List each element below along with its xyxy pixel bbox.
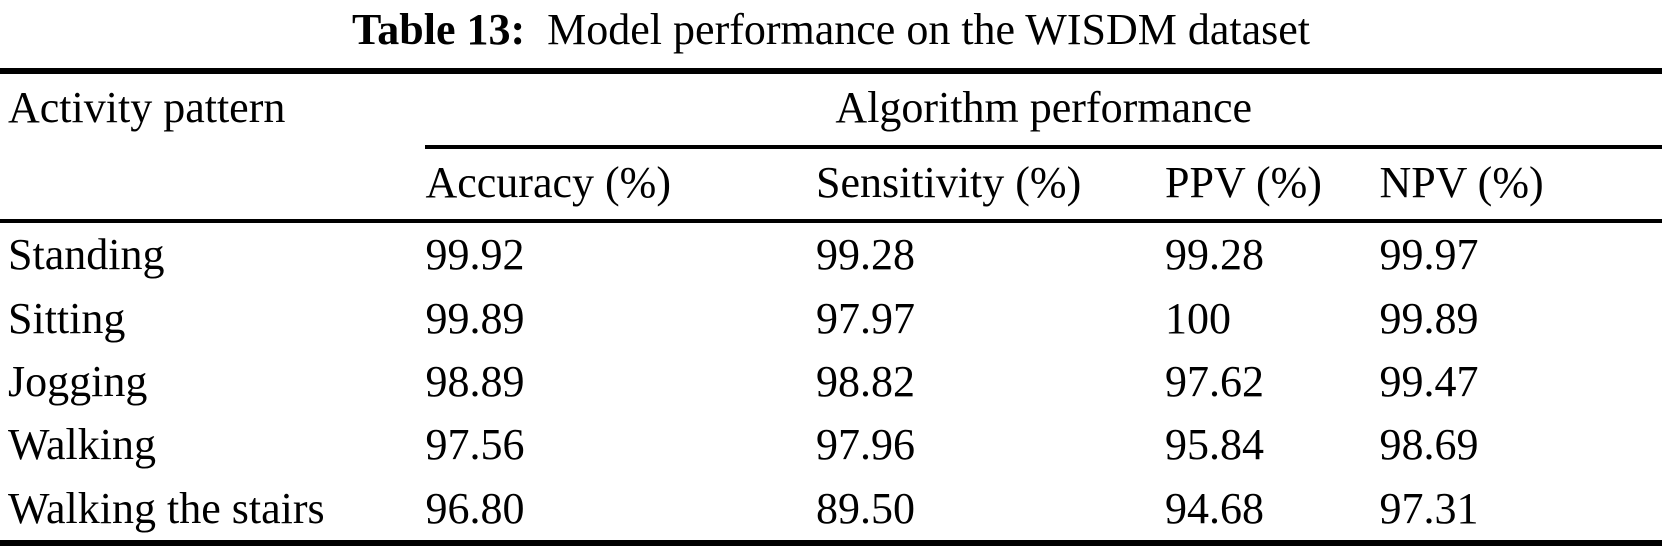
performance-table: Activity pattern Algorithm performance A… xyxy=(0,68,1662,547)
header-row-group: Activity pattern Algorithm performance xyxy=(0,71,1662,224)
sensitivity-value: 99.28 xyxy=(816,230,916,280)
activity-label: Jogging xyxy=(8,356,148,406)
npv-value: 99.89 xyxy=(1379,293,1479,343)
column-header-npv: NPV (%) xyxy=(1379,146,1662,224)
column-header-accuracy: Accuracy (%) xyxy=(425,146,817,224)
sensitivity-value: 97.96 xyxy=(816,420,916,470)
npv-value: 97.31 xyxy=(1379,483,1479,533)
sensitivity-value: 98.82 xyxy=(816,356,916,406)
ppv-value: 97.62 xyxy=(1165,356,1265,406)
accuracy-value: 96.80 xyxy=(425,483,525,533)
accuracy-value: 99.92 xyxy=(425,230,525,280)
table-row: Jogging 98.89 98.82 97.62 99.47 xyxy=(0,350,1662,413)
column-header-sensitivity: Sensitivity (%) xyxy=(816,146,1166,224)
table-row: Walking the stairs 96.80 89.50 94.68 97.… xyxy=(0,477,1662,543)
table-row: Sitting 99.89 97.97 100 99.89 xyxy=(0,287,1662,350)
ppv-value: 95.84 xyxy=(1165,420,1265,470)
table-caption-label: Table 13: xyxy=(351,5,526,54)
accuracy-value: 97.56 xyxy=(425,420,525,470)
ppv-value: 99.28 xyxy=(1165,230,1265,280)
sensitivity-value: 89.50 xyxy=(816,483,916,533)
activity-label: Standing xyxy=(8,230,165,280)
activity-label: Sitting xyxy=(8,293,126,343)
ppv-value: 94.68 xyxy=(1165,483,1265,533)
column-header-activity-pattern: Activity pattern xyxy=(0,71,426,224)
activity-label: Walking xyxy=(8,420,156,470)
accuracy-value: 98.89 xyxy=(425,356,525,406)
column-group-header-algorithm-performance: Algorithm performance xyxy=(425,71,1662,149)
sensitivity-value: 97.97 xyxy=(816,293,916,343)
table-caption-text: Model performance on the WISDM dataset xyxy=(547,5,1311,54)
npv-value: 99.97 xyxy=(1379,230,1479,280)
activity-label: Walking the stairs xyxy=(8,483,325,533)
accuracy-value: 99.89 xyxy=(425,293,525,343)
npv-value: 98.69 xyxy=(1379,420,1479,470)
column-header-ppv: PPV (%) xyxy=(1165,146,1380,224)
table-caption: Table 13: Model performance on the WISDM … xyxy=(0,0,1662,54)
table-row: Standing 99.92 99.28 99.28 99.97 xyxy=(0,221,1662,286)
table-row: Walking 97.56 97.96 95.84 98.69 xyxy=(0,413,1662,476)
npv-value: 99.47 xyxy=(1379,356,1479,406)
header-row-metrics: Accuracy (%) Sensitivity (%) PPV (%) NPV… xyxy=(0,146,1662,224)
ppv-value: 100 xyxy=(1165,293,1232,343)
